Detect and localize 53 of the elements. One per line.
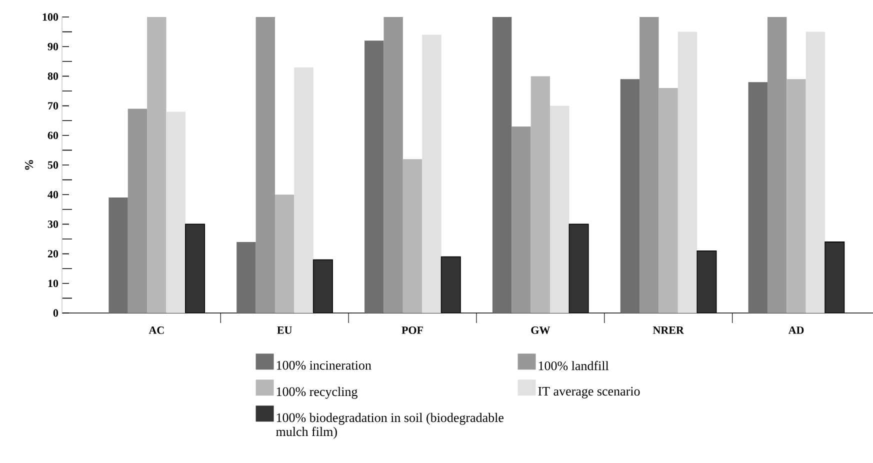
bar (294, 67, 314, 313)
bar (236, 242, 256, 313)
x-tick-label: AC (148, 326, 164, 334)
bar (402, 159, 422, 313)
y-tick-label: 10 (48, 280, 58, 288)
y-tick-label: 70 (48, 102, 58, 110)
y-tick-label: 20 (48, 250, 58, 258)
bar (786, 79, 806, 313)
bar (620, 79, 640, 313)
bar (313, 260, 333, 313)
bar (274, 194, 294, 313)
bar (512, 126, 531, 313)
x-tick-label: AD (788, 326, 804, 334)
y-tick-label: 100 (42, 13, 58, 21)
bar (256, 16, 275, 313)
legend-label: 100% landfill (538, 360, 609, 370)
bar (678, 32, 698, 313)
bar (806, 32, 826, 313)
bar (658, 88, 678, 313)
y-tick-label: 90 (48, 42, 58, 50)
bar (108, 198, 128, 313)
legend-label: 100% incineration (276, 360, 372, 370)
bar (550, 106, 570, 313)
x-tick-label: GW (531, 326, 550, 334)
legend-label: 100% biodegradation in soil (biodegradable mulch film) (276, 412, 504, 439)
legend-label: IT average scenario (538, 386, 640, 398)
bar (364, 40, 384, 313)
bar (128, 108, 148, 313)
y-tick-label: 0 (53, 309, 58, 317)
legend-label: 100% recycling (276, 386, 358, 399)
bar (166, 112, 186, 313)
bar (824, 242, 845, 313)
y-tick-label: 50 (48, 161, 58, 169)
bar (767, 16, 787, 313)
x-tick-label: NRER (652, 326, 684, 334)
y-tick-label: 80 (48, 72, 58, 80)
bar (492, 16, 512, 313)
y-tick-label: 60 (48, 132, 58, 140)
y-axis-title: % (24, 160, 34, 170)
bar (748, 82, 768, 313)
bar (147, 16, 166, 313)
bar (697, 250, 716, 313)
y-tick-label: 30 (48, 220, 58, 228)
bar (530, 76, 550, 313)
bar (185, 224, 205, 313)
bar (422, 34, 442, 313)
bar (569, 224, 588, 313)
x-tick-label: POF (402, 326, 423, 334)
bar (384, 16, 403, 313)
x-tick-label: EU (277, 326, 292, 334)
bar (640, 16, 659, 313)
y-tick-label: 40 (48, 190, 58, 198)
bar (441, 256, 460, 313)
